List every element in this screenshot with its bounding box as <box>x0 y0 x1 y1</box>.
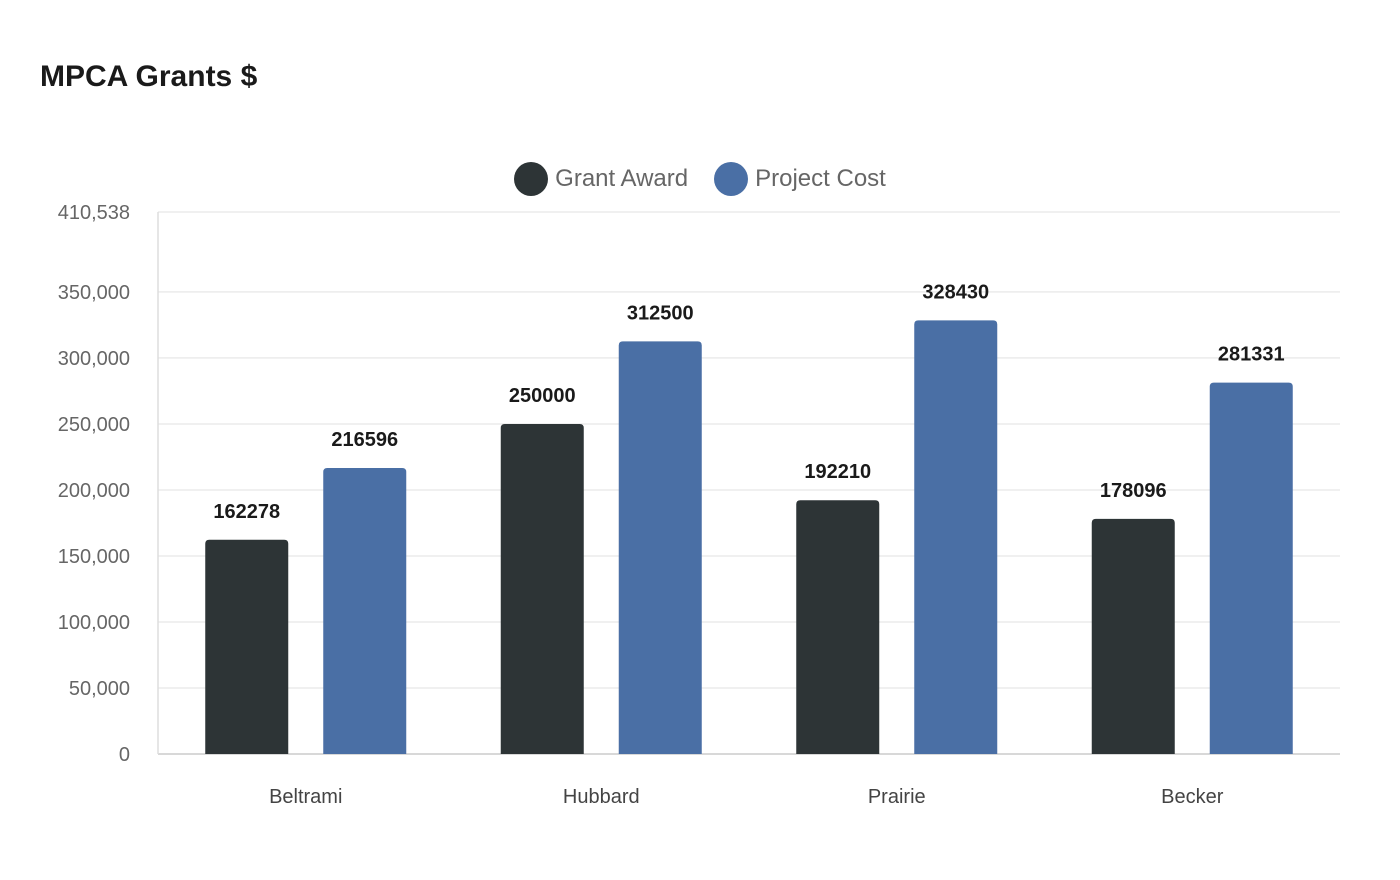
x-tick-label: Beltrami <box>269 786 342 808</box>
data-label: 178096 <box>1100 480 1167 502</box>
y-tick-label: 50,000 <box>69 678 130 700</box>
legend-item-grant-award[interactable]: Grant Award <box>514 162 688 196</box>
legend: Grant Award Project Cost <box>0 162 1400 196</box>
y-tick-label: 100,000 <box>58 612 130 634</box>
bar-grant-award <box>796 500 880 754</box>
legend-item-project-cost[interactable]: Project Cost <box>714 162 886 196</box>
y-tick-label: 200,000 <box>58 480 130 502</box>
x-tick-label: Hubbard <box>563 786 640 808</box>
y-tick-label: 300,000 <box>58 348 130 370</box>
bar-grant-award <box>500 423 584 754</box>
bar-project-cost <box>323 468 407 754</box>
x-tick-label: Prairie <box>868 786 926 808</box>
bar-grant-award <box>1091 518 1175 754</box>
y-tick-label: 410,538 <box>58 202 130 224</box>
legend-label: Grant Award <box>555 165 689 192</box>
y-tick-label: 0 <box>119 744 130 766</box>
data-label: 281331 <box>1218 344 1285 366</box>
data-label: 312500 <box>627 302 694 324</box>
y-tick-label: 350,000 <box>58 282 130 304</box>
bar-project-cost <box>618 341 702 754</box>
y-tick-label: 250,000 <box>58 414 130 436</box>
data-label: 192210 <box>804 461 871 483</box>
data-label: 162278 <box>213 501 280 523</box>
data-label: 250000 <box>509 385 576 407</box>
legend-swatch <box>514 162 549 196</box>
bar-grant-award <box>205 539 289 754</box>
y-tick-label: 150,000 <box>58 546 130 568</box>
data-label: 328430 <box>922 281 989 303</box>
data-label: 216596 <box>331 429 398 451</box>
bar-project-cost <box>1209 382 1293 754</box>
chart-title: MPCA Grants $ <box>40 60 258 93</box>
x-tick-label: Becker <box>1161 786 1224 808</box>
legend-swatch <box>714 162 749 196</box>
bar-project-cost <box>914 320 998 754</box>
legend-label: Project Cost <box>755 165 886 192</box>
